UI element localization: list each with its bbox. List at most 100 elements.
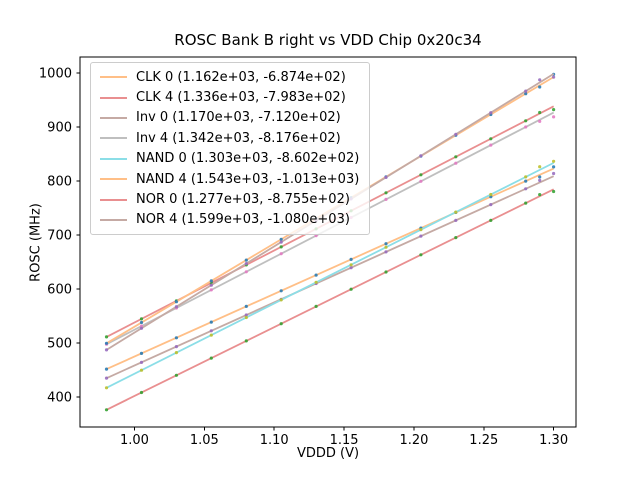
data-point <box>552 159 556 163</box>
data-point <box>419 179 423 183</box>
data-point <box>209 333 213 337</box>
legend-item: Inv 4 (1.342e+03, -8.176e+02) <box>100 128 359 148</box>
legend-swatch <box>100 218 127 221</box>
x-tick-label: 1.20 <box>399 433 428 448</box>
y-tick-label: 800 <box>47 175 72 190</box>
data-point <box>104 367 109 371</box>
legend-swatch <box>100 137 127 140</box>
x-tick-label: 1.00 <box>120 433 149 448</box>
data-point <box>419 228 423 232</box>
data-point <box>104 408 109 412</box>
data-point <box>538 85 542 89</box>
data-point <box>279 322 283 326</box>
data-point <box>104 341 109 345</box>
data-point <box>174 336 178 340</box>
data-point <box>174 373 178 377</box>
legend-swatch <box>100 198 127 201</box>
data-point <box>552 108 556 112</box>
scatter-NOR-0 <box>104 189 556 412</box>
data-point <box>244 304 248 308</box>
legend: CLK 0 (1.162e+03, -6.874e+02) CLK 4 (1.33… <box>90 62 371 236</box>
x-tick-label: 1.05 <box>190 433 219 448</box>
data-point <box>538 178 542 182</box>
y-tick-label: 500 <box>47 336 72 351</box>
x-axis-label: VDDD (V) <box>296 446 360 461</box>
data-point <box>454 210 458 214</box>
data-point <box>524 119 528 123</box>
data-point <box>279 240 283 244</box>
legend-item: CLK 0 (1.162e+03, -6.874e+02) <box>100 67 359 87</box>
data-point <box>314 280 318 284</box>
data-point <box>209 356 213 360</box>
data-point <box>104 386 109 390</box>
data-point <box>489 111 493 115</box>
legend-label: NOR 0 (1.277e+03, -8.755e+02) <box>136 192 350 208</box>
data-point <box>174 300 178 304</box>
legend-item: CLK 4 (1.336e+03, -7.983e+02) <box>100 87 359 107</box>
data-point <box>538 193 542 197</box>
data-point <box>314 304 318 308</box>
data-point <box>349 263 353 267</box>
data-point <box>174 305 178 309</box>
legend-label: NAND 0 (1.303e+03, -8.602e+02) <box>136 151 360 167</box>
data-point <box>538 165 542 169</box>
data-point <box>454 155 458 159</box>
data-point <box>104 348 109 352</box>
data-point <box>552 189 556 194</box>
data-point <box>139 368 144 372</box>
data-point <box>244 315 248 320</box>
data-point <box>244 313 248 317</box>
data-point <box>489 143 493 147</box>
data-point <box>279 237 283 241</box>
data-point <box>104 335 109 339</box>
legend-label: Inv 0 (1.170e+03, -7.120e+02) <box>136 110 341 126</box>
fit-line-Inv-0 <box>106 175 555 379</box>
data-point <box>524 92 528 96</box>
data-point <box>279 245 283 249</box>
scatter-Inv-0 <box>104 171 556 380</box>
y-axis-label: ROSC (MHz) <box>28 203 44 282</box>
data-point <box>419 173 423 177</box>
data-point <box>384 191 388 195</box>
data-point <box>209 288 213 292</box>
data-point <box>454 132 458 136</box>
data-point <box>552 75 556 79</box>
data-point <box>384 175 388 179</box>
data-point <box>524 89 528 93</box>
data-point <box>139 326 144 330</box>
data-point <box>139 320 144 325</box>
data-point <box>209 279 213 283</box>
data-point <box>552 171 556 176</box>
data-point <box>244 258 248 262</box>
legend-swatch <box>100 96 127 99</box>
data-point <box>524 179 528 183</box>
legend-label: CLK 4 (1.336e+03, -7.983e+02) <box>136 90 346 106</box>
data-point <box>139 360 144 364</box>
data-point <box>279 252 283 256</box>
data-point <box>104 376 109 380</box>
data-point <box>209 329 213 333</box>
data-point <box>489 218 493 222</box>
legend-label: NOR 4 (1.599e+03, -1.080e+03) <box>136 212 350 228</box>
data-point <box>384 242 388 246</box>
legend-item: Inv 0 (1.170e+03, -7.120e+02) <box>100 108 359 128</box>
data-point <box>244 262 248 266</box>
chart-title: ROSC Bank B right vs VDD Chip 0x20c34 <box>174 31 482 49</box>
data-point <box>209 320 213 324</box>
data-point <box>384 270 388 274</box>
y-tick-label: 700 <box>47 228 72 243</box>
data-point <box>349 287 353 291</box>
data-point <box>489 192 493 197</box>
legend-label: Inv 4 (1.342e+03, -8.176e+02) <box>136 130 341 146</box>
legend-item: NAND 0 (1.303e+03, -8.602e+02) <box>100 149 359 169</box>
data-point <box>524 201 528 205</box>
legend-swatch <box>100 76 127 79</box>
data-point <box>139 317 144 321</box>
data-point <box>384 197 388 201</box>
data-point <box>139 351 144 355</box>
fit-line-NOR-0 <box>106 188 555 411</box>
data-point <box>174 345 178 349</box>
data-point <box>419 154 423 158</box>
